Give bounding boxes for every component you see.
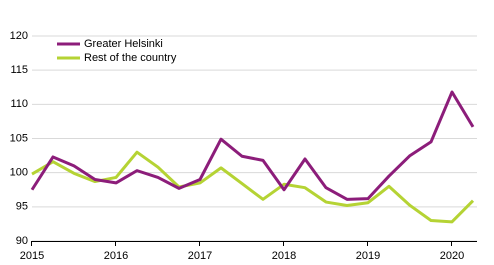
y-tick-label: 90 [16, 235, 28, 247]
legend-label: Rest of the country [84, 52, 177, 64]
series-line [31, 150, 475, 224]
legend-label: Greater Helsinki [84, 38, 163, 50]
y-tick-label: 105 [10, 132, 28, 144]
series-line [30, 90, 475, 201]
x-tick-label: 2016 [104, 250, 128, 262]
x-tick-label: 2018 [272, 250, 296, 262]
y-tick-label: 100 [10, 167, 28, 179]
y-tick-label: 110 [10, 98, 28, 110]
y-tick-label: 95 [16, 201, 28, 213]
y-tick-label: 120 [10, 30, 28, 42]
y-tick-label: 115 [10, 64, 28, 76]
x-tick-label: 2019 [356, 250, 380, 262]
x-tick-label: 2015 [20, 250, 44, 262]
x-tick-label: 2017 [188, 250, 212, 262]
x-tick-label: 2020 [440, 250, 464, 262]
